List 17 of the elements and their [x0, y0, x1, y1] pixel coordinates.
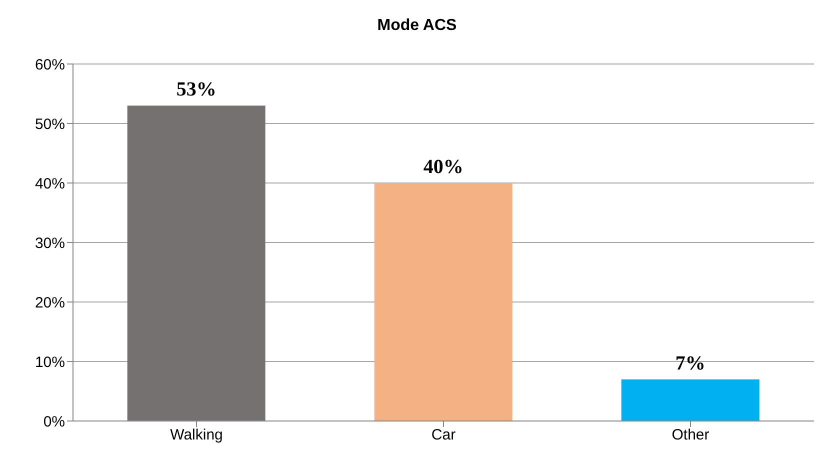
y-tick-label: 60%	[34, 56, 65, 74]
y-tick-label: 20%	[34, 294, 65, 312]
x-tick-label: Other	[672, 426, 710, 444]
y-tick-label: 30%	[34, 234, 65, 252]
y-tick-label: 50%	[34, 116, 65, 133]
data-label: 7%	[675, 352, 706, 374]
bar	[621, 379, 760, 421]
x-tick-label: Walking	[170, 426, 223, 444]
x-tick-label: Car	[431, 426, 456, 444]
y-tick-label: 10%	[34, 354, 65, 371]
data-label: 40%	[423, 156, 464, 178]
y-tick-label: 0%	[43, 413, 65, 430]
bar	[127, 106, 266, 421]
data-label: 53%	[176, 78, 216, 101]
chart-title: Mode ACS	[376, 16, 458, 36]
bar	[374, 183, 512, 421]
y-tick-label: 40%	[34, 175, 65, 192]
